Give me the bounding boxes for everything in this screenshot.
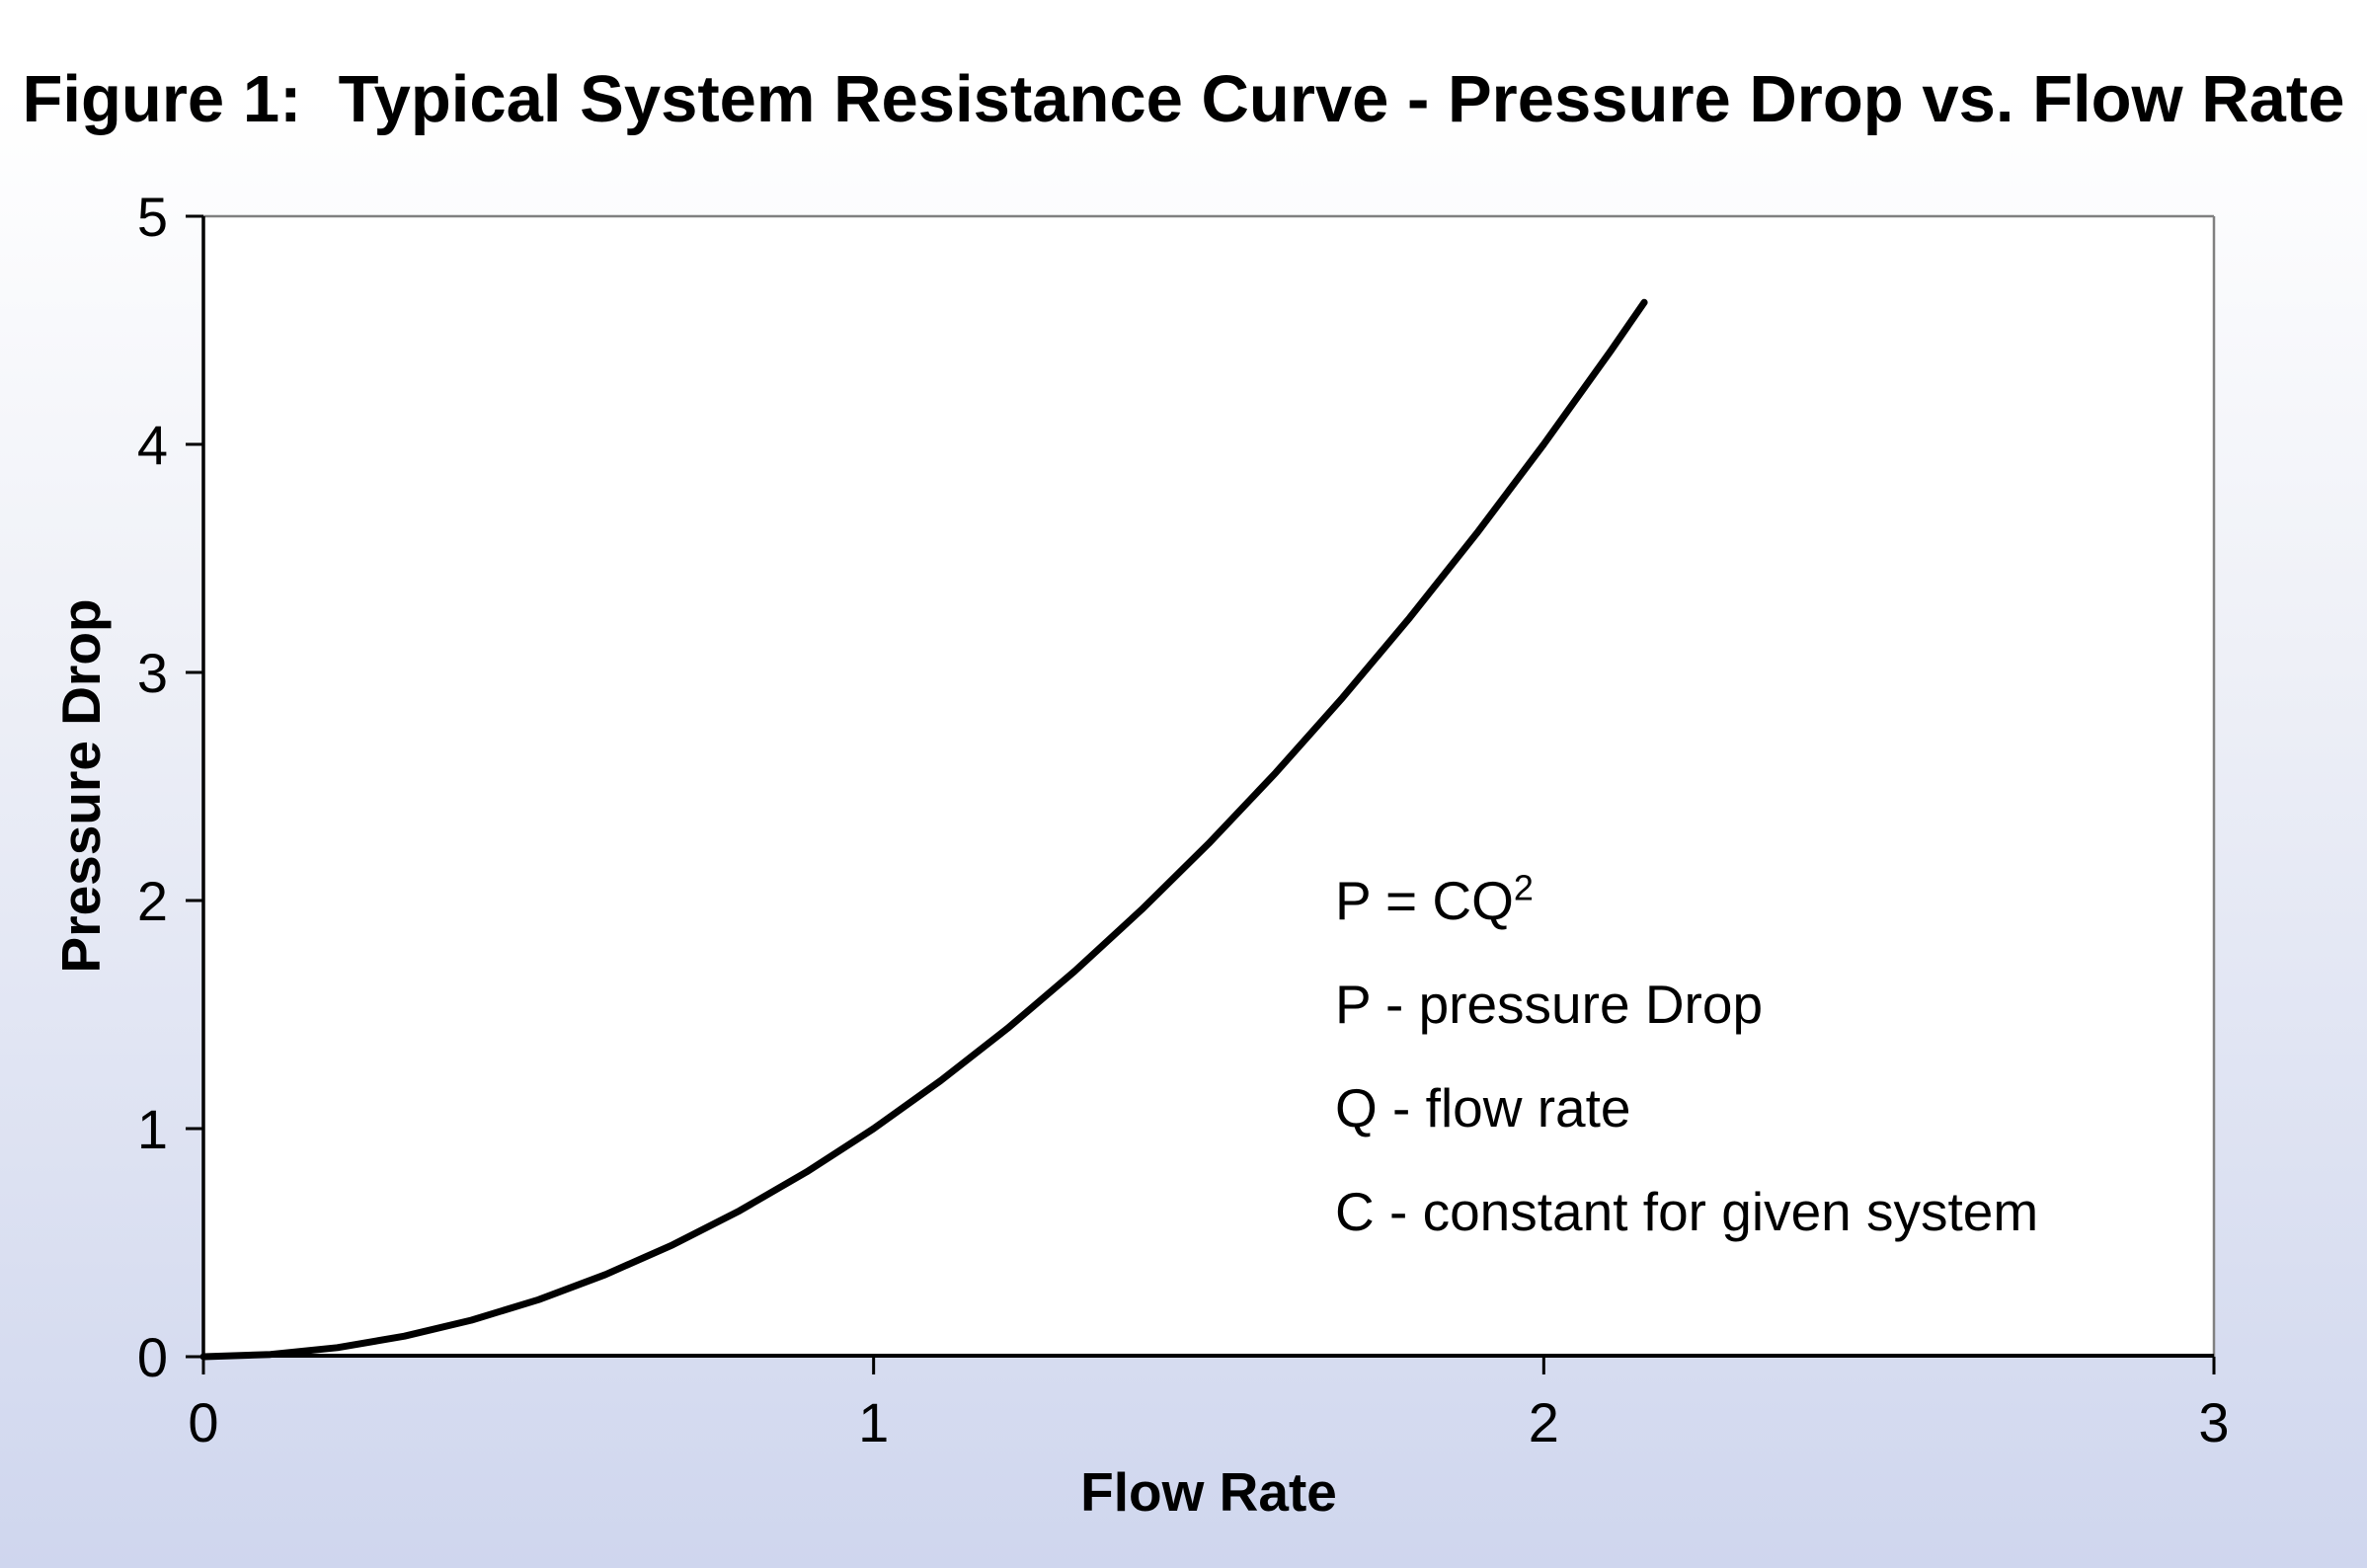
annotation-line-p: P - pressure Drop: [1335, 974, 1764, 1035]
annotation-line-q: Q - flow rate: [1335, 1077, 1631, 1138]
y-tick-label: 1: [137, 1098, 168, 1160]
annotation-line-c: C - constant for given system: [1335, 1181, 2039, 1242]
y-tick-label: 3: [137, 642, 168, 704]
y-tick-label: 2: [137, 870, 168, 932]
x-tick-label: 1: [858, 1391, 889, 1453]
equation-base: P = CQ: [1335, 870, 1514, 931]
equation-line: P = CQ2: [1335, 849, 2038, 953]
resistance-curve: [199, 298, 1648, 1361]
y-tick-label: 5: [137, 186, 168, 248]
y-axis-title: Pressure Drop: [50, 598, 112, 974]
plot-background: [203, 216, 2214, 1357]
chart-title: Figure 1: Typical System Resistance Curv…: [22, 62, 2345, 136]
y-tick-label: 0: [137, 1326, 168, 1388]
x-axis-title: Flow Rate: [1080, 1461, 1337, 1523]
x-tick-label: 3: [2198, 1391, 2229, 1453]
equation-exponent: 2: [1513, 867, 1534, 908]
y-tick-label: 4: [137, 414, 168, 476]
x-tick-label: 2: [1529, 1391, 1559, 1453]
x-tick-label: 0: [188, 1391, 218, 1453]
equation-annotation: P = CQ2 P - pressure Drop Q - flow rate …: [1335, 849, 2038, 1264]
